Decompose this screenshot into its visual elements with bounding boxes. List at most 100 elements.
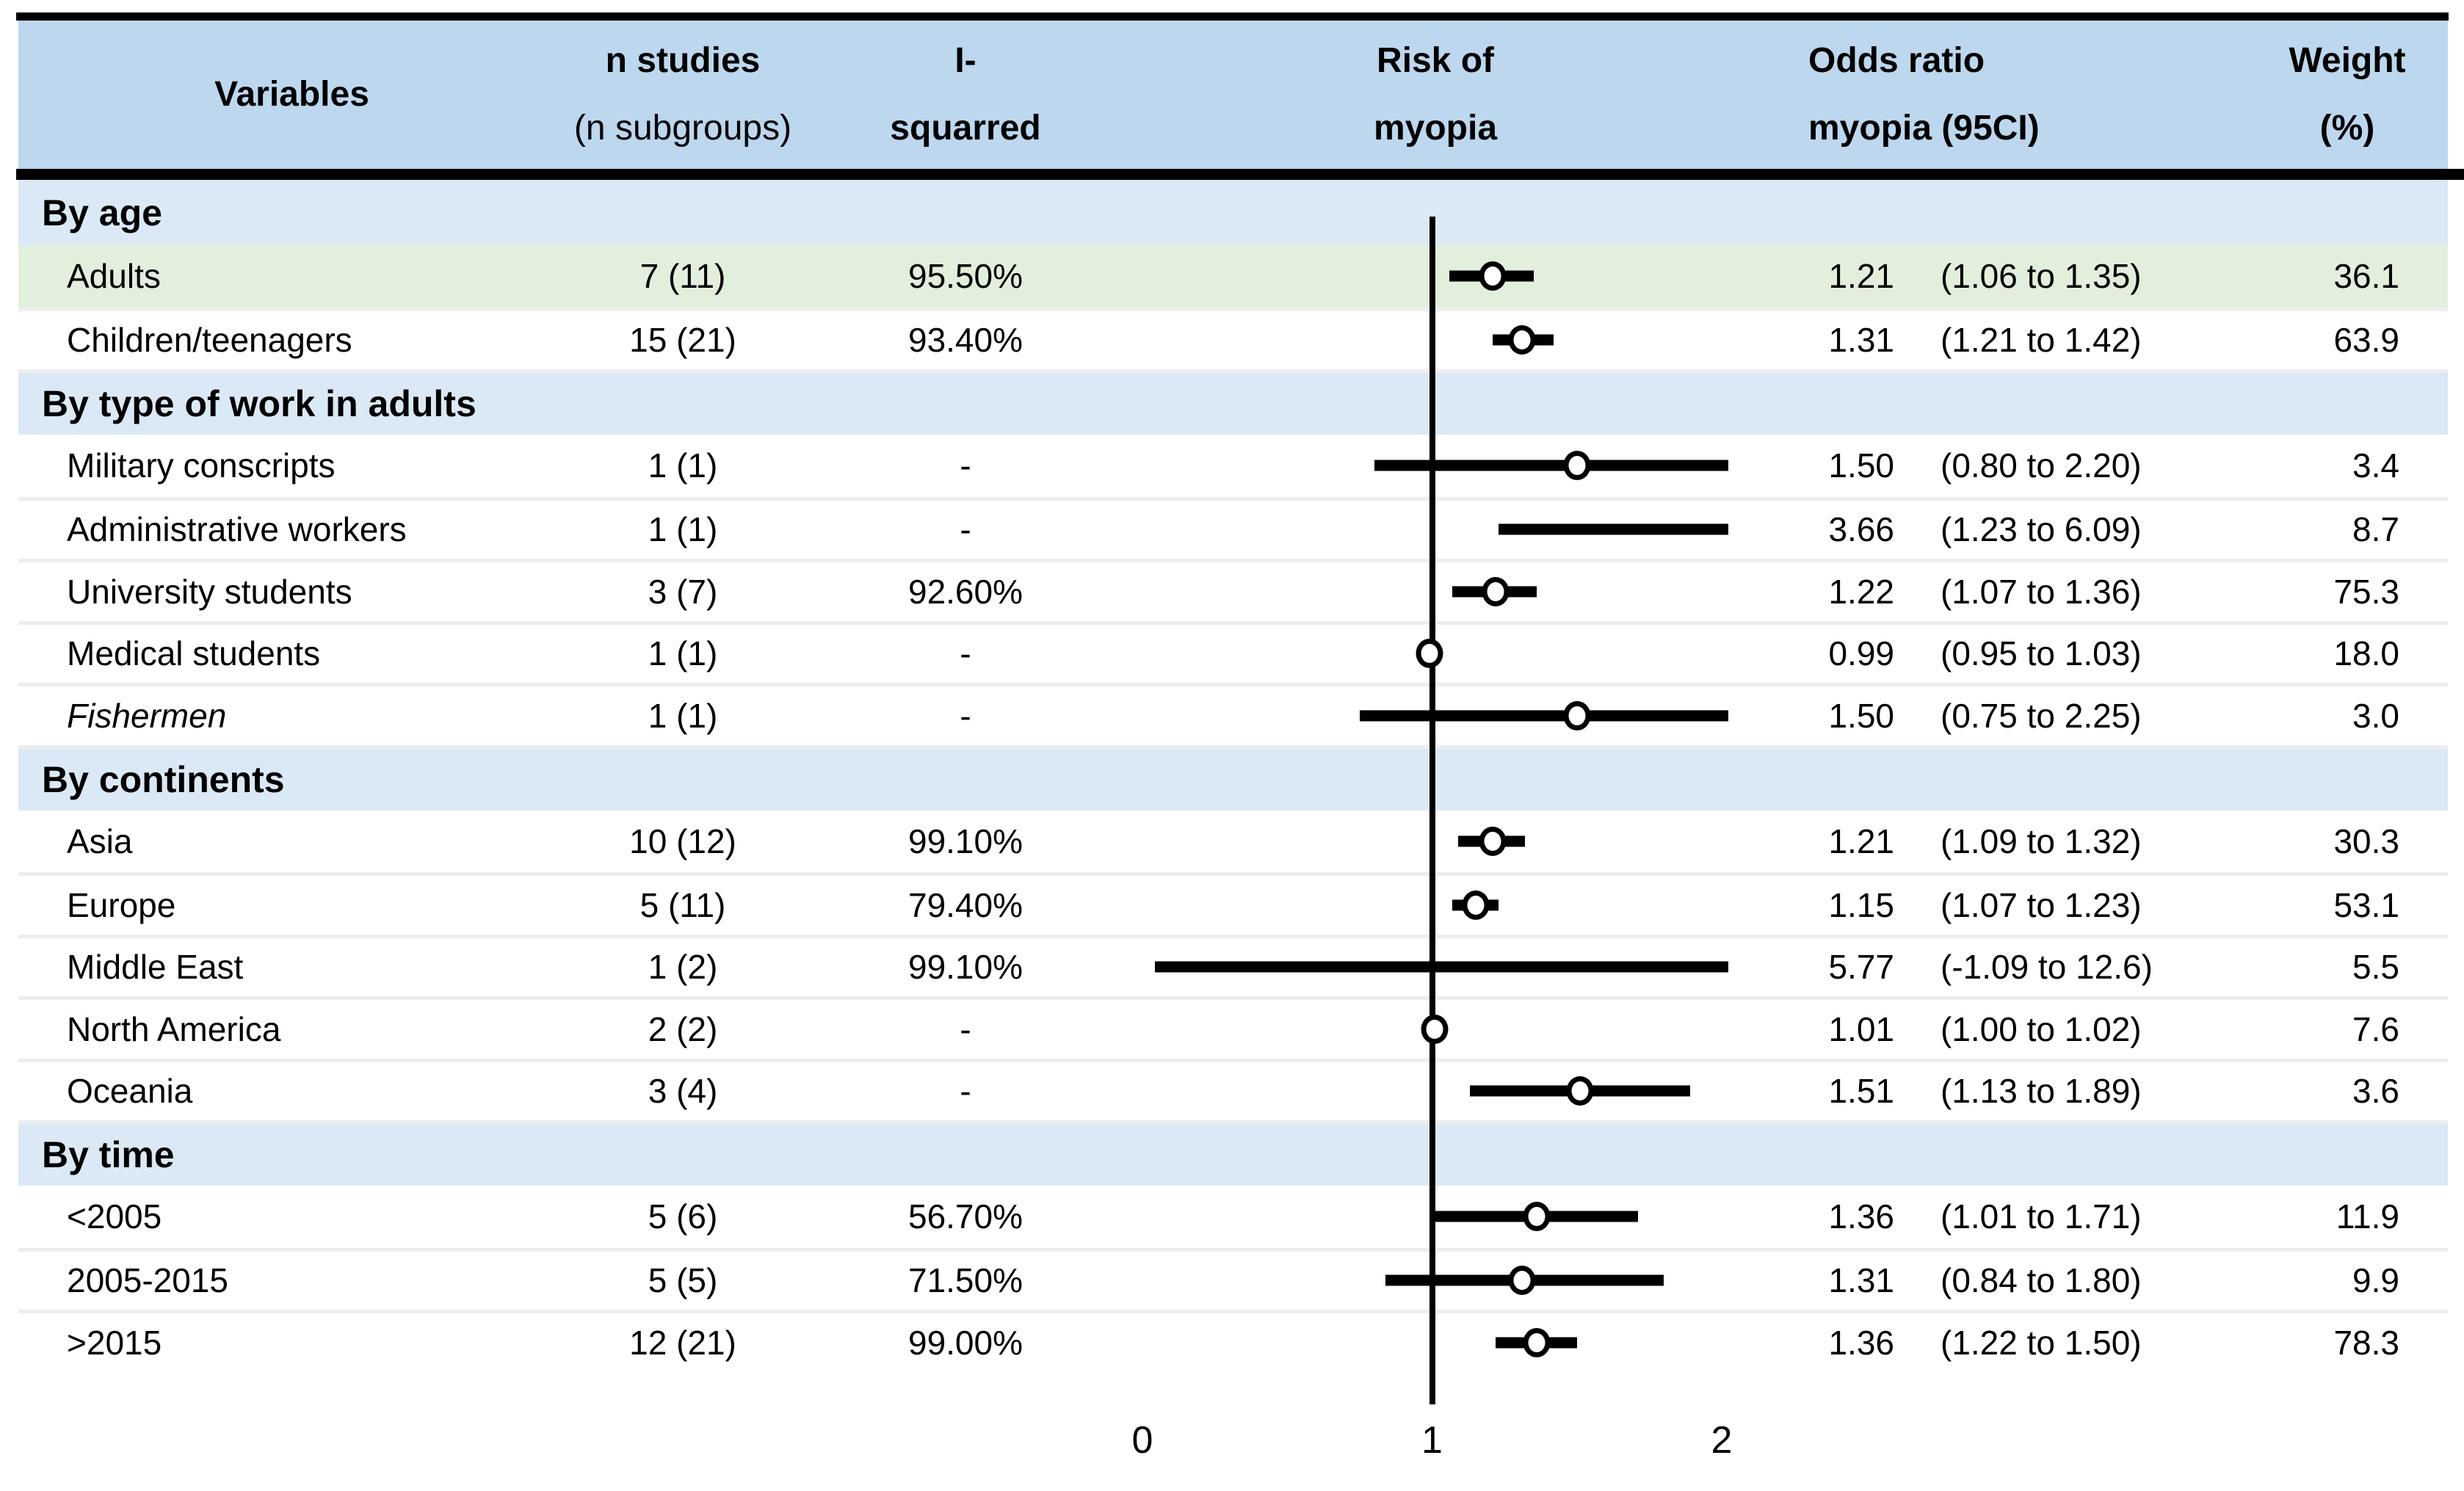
cell-n-studies: 2 (2)	[648, 1009, 718, 1048]
ci-bar	[1499, 523, 1728, 535]
reference-line	[1430, 217, 1435, 1404]
table-header: Variables n studies (n subgroups) I- squ…	[18, 21, 2448, 169]
table-row: 2005-2015 5 (5) 71.50% 1.31 (0.84 to 1.80) 9.…	[18, 1247, 2448, 1310]
section-label: By age	[42, 192, 162, 233]
cell-n-studies: 10 (12)	[629, 821, 736, 860]
cell-variable-label: Fishermen	[67, 696, 227, 735]
cell-forest-plot	[1131, 1062, 1740, 1121]
cell-weight: 3.0	[2352, 696, 2399, 735]
point-estimate-marker	[1416, 639, 1443, 669]
cell-weight: 5.5	[2352, 948, 2399, 987]
cell-n-studies: 1 (2)	[648, 948, 718, 987]
cell-odds-ratio: 3.66	[1828, 510, 1894, 549]
cell-forest-plot	[1131, 501, 1740, 559]
section-row: By continents	[18, 744, 2448, 810]
plot-clip-area	[1155, 311, 1728, 370]
header-weight: Weight (%)	[2289, 41, 2406, 148]
cell-i-squared: 93.40%	[907, 321, 1023, 360]
cell-n-studies: 7 (11)	[639, 257, 726, 296]
table-row: Adults 7 (11) 95.50% 1.21 (1.06 to 1.35) 36.1	[18, 245, 2448, 308]
point-estimate-marker	[1563, 700, 1591, 730]
top-rule	[16, 12, 2449, 21]
point-estimate-marker	[1479, 261, 1507, 291]
point-estimate-marker	[1508, 1266, 1536, 1296]
cell-n-studies: 5 (11)	[639, 885, 726, 924]
cell-variable-label: Asia	[67, 821, 133, 860]
cell-i-squared: -	[960, 510, 971, 549]
cell-odds-ratio: 5.77	[1828, 948, 1894, 987]
cell-weight: 9.9	[2352, 1261, 2399, 1300]
cell-variable-label: Administrative workers	[67, 510, 407, 549]
cell-odds-ratio: 1.31	[1828, 1261, 1894, 1300]
cell-forest-plot	[1131, 311, 1740, 370]
cell-weight: 18.0	[2333, 634, 2399, 673]
table-row: Children/teenagers 15 (21) 93.40% 1.31 (1.21…	[18, 307, 2448, 370]
point-estimate-marker	[1508, 325, 1536, 355]
plot-clip-area	[1155, 435, 1728, 497]
table-row: <2005 5 (6) 56.70% 1.36 (1.01 to 1.71) 11.9	[18, 1186, 2448, 1248]
cell-odds-ratio: 1.15	[1828, 885, 1894, 924]
cell-odds-ratio: 1.21	[1828, 821, 1894, 860]
table-row: University students 3 (7) 92.60% 1.22 (1.07 …	[18, 559, 2448, 621]
cell-i-squared: 56.70%	[907, 1197, 1023, 1236]
cell-weight: 78.3	[2333, 1323, 2399, 1362]
table-row: Fishermen 1 (1) - 1.50 (0.75 to 2.25) 3.0	[18, 683, 2448, 745]
cell-variable-label: Military conscripts	[67, 446, 336, 485]
cell-forest-plot	[1131, 1252, 1740, 1310]
cell-confidence-interval: (1.21 to 1.42)	[1941, 321, 2142, 360]
cell-odds-ratio: 1.21	[1828, 257, 1894, 296]
cell-confidence-interval: (0.75 to 2.25)	[1941, 696, 2142, 735]
section-row: By type of work in adults	[18, 369, 2448, 435]
cell-i-squared: 92.60%	[907, 572, 1023, 611]
plot-clip-area	[1155, 1313, 1728, 1372]
cell-forest-plot	[1131, 938, 1740, 997]
point-estimate-marker	[1523, 1202, 1551, 1232]
cell-odds-ratio: 0.99	[1828, 634, 1894, 673]
cell-i-squared: -	[960, 1009, 971, 1048]
section-row: By age	[18, 180, 2448, 245]
cell-n-studies: 12 (21)	[629, 1323, 736, 1362]
plot-clip-area	[1155, 1000, 1728, 1059]
cell-i-squared: 79.40%	[907, 885, 1023, 924]
cell-confidence-interval: (0.80 to 2.20)	[1941, 446, 2142, 485]
cell-weight: 53.1	[2333, 885, 2399, 924]
plot-clip-area	[1155, 1186, 1728, 1248]
cell-forest-plot	[1131, 245, 1740, 308]
header-variables: Variables	[214, 75, 369, 114]
cell-n-studies: 15 (21)	[629, 321, 736, 360]
cell-odds-ratio: 1.51	[1828, 1072, 1894, 1111]
table-row: Middle East 1 (2) 99.10% 5.77 (-1.09 to 12.6…	[18, 934, 2448, 997]
axis-tick: 1	[1421, 1419, 1443, 1462]
cell-i-squared: -	[960, 1072, 971, 1111]
cell-i-squared: 99.10%	[907, 948, 1023, 987]
plot-clip-area	[1155, 876, 1728, 935]
point-estimate-marker	[1566, 1076, 1594, 1106]
table-row: Oceania 3 (4) - 1.51 (1.13 to 1.89) 3.6	[18, 1058, 2448, 1121]
plot-clip-area	[1155, 810, 1728, 873]
cell-i-squared: -	[960, 634, 971, 673]
cell-forest-plot	[1131, 1000, 1740, 1059]
cell-odds-ratio: 1.22	[1828, 572, 1894, 611]
cell-weight: 8.7	[2352, 510, 2399, 549]
plot-clip-area	[1155, 938, 1728, 997]
header-risk-of-myopia: Risk of myopia	[1373, 41, 1498, 148]
cell-i-squared: 71.50%	[907, 1261, 1023, 1300]
table-rows: By age Adults 7 (11) 95.50% 1.21 (1.06 to 1.3…	[18, 180, 2448, 1372]
cell-forest-plot	[1131, 625, 1740, 683]
cell-n-studies: 3 (4)	[648, 1072, 718, 1111]
section-label: By type of work in adults	[42, 383, 477, 424]
cell-n-studies: 3 (7)	[648, 572, 718, 611]
section-row: By time	[18, 1120, 2448, 1186]
point-estimate-marker	[1421, 1014, 1449, 1044]
plot-clip-area	[1155, 562, 1728, 621]
cell-odds-ratio: 1.50	[1828, 696, 1894, 735]
table-row: Europe 5 (11) 79.40% 1.15 (1.07 to 1.23) 53.1	[18, 872, 2448, 935]
header-bottom-rule	[16, 169, 2464, 180]
cell-forest-plot	[1131, 876, 1740, 935]
table-row: Medical students 1 (1) - 0.99 (0.95 to 1.03)…	[18, 620, 2448, 683]
axis-tick: 2	[1711, 1419, 1733, 1462]
cell-confidence-interval: (1.07 to 1.36)	[1941, 572, 2142, 611]
cell-confidence-interval: (1.01 to 1.71)	[1941, 1197, 2142, 1236]
cell-weight: 3.4	[2352, 446, 2399, 485]
